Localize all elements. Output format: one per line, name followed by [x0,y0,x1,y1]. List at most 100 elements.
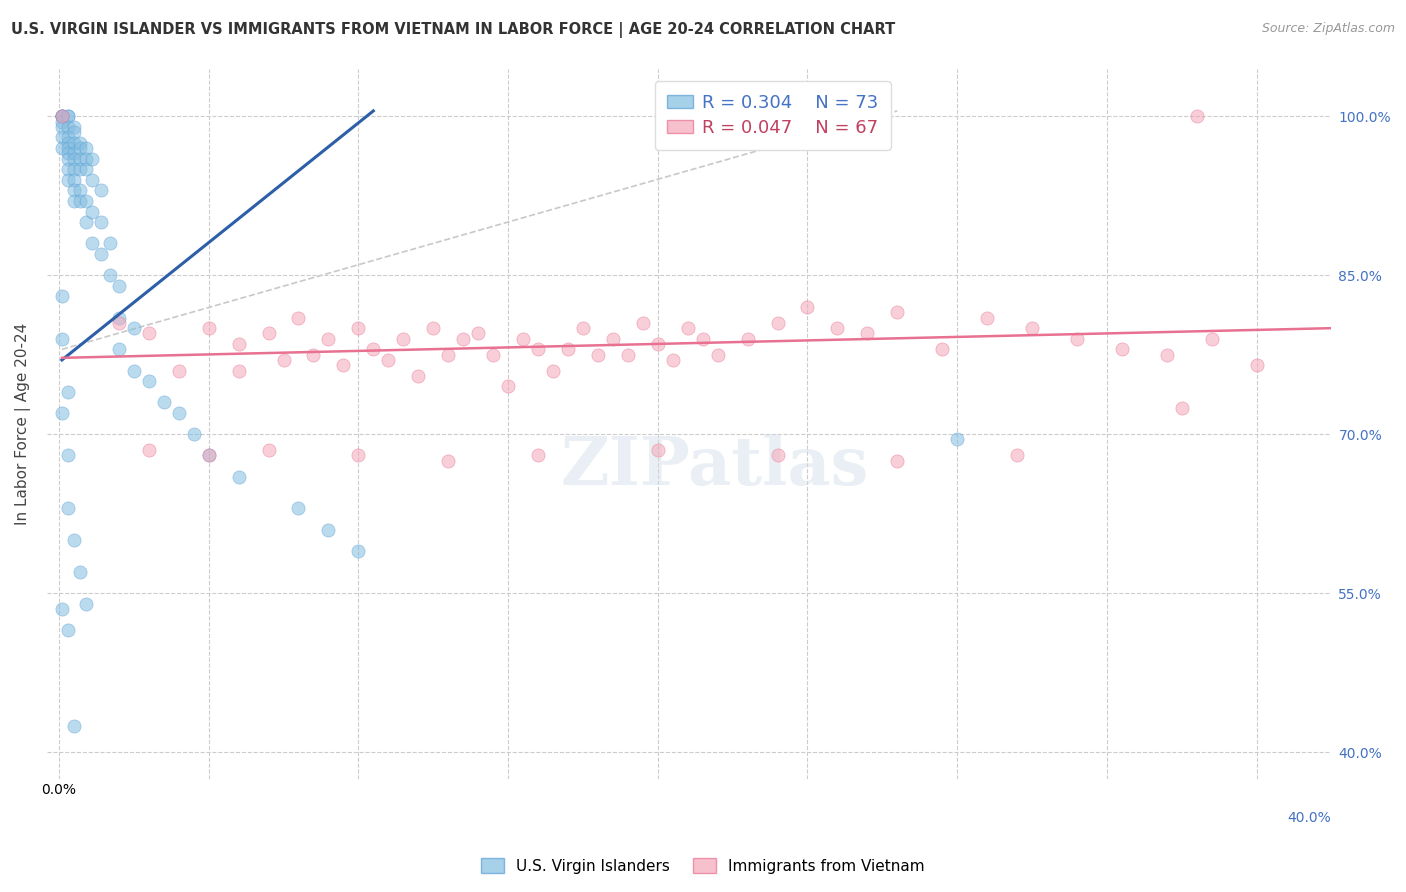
Point [75,194,97,208]
Point [377,353,399,368]
Text: 40.0%: 40.0% [1288,811,1331,824]
Point [287,501,309,516]
Point [1066,332,1088,346]
Point [75,162,97,177]
Point [63,136,86,150]
Point [56,136,79,150]
Point [51,130,73,145]
Point [69,194,91,208]
Point [1111,343,1133,357]
Point [437,453,460,467]
Point [228,469,250,483]
Point [946,433,969,447]
Point [197,321,219,335]
Point [56,120,79,134]
Point [706,348,728,362]
Point [90,215,112,229]
Text: U.S. VIRGIN ISLANDER VS IMMIGRANTS FROM VIETNAM IN LABOR FORCE | AGE 20-24 CORRE: U.S. VIRGIN ISLANDER VS IMMIGRANTS FROM … [11,22,896,38]
Point [437,348,460,362]
Point [766,316,789,330]
Point [886,305,908,319]
Point [347,448,370,462]
Point [766,448,789,462]
Point [228,337,250,351]
Point [75,215,97,229]
Point [647,443,669,458]
Point [138,443,160,458]
Point [63,183,86,197]
Point [51,602,73,616]
Point [257,326,280,341]
Point [51,109,73,123]
Point [51,109,73,123]
Point [1201,332,1223,346]
Point [138,374,160,388]
Point [80,236,103,251]
Point [56,109,79,123]
Point [108,316,131,330]
Point [318,332,340,346]
Point [75,152,97,166]
Point [273,353,295,368]
Point [90,247,112,261]
Point [886,453,908,467]
Point [56,501,79,516]
Point [586,348,609,362]
Point [69,565,91,579]
Point [63,146,86,161]
Point [527,343,550,357]
Point [63,173,86,187]
Point [63,718,86,732]
Point [451,332,474,346]
Y-axis label: In Labor Force | Age 20-24: In Labor Force | Age 20-24 [15,322,31,524]
Point [541,363,564,377]
Point [51,109,73,123]
Point [692,332,714,346]
Point [167,406,190,420]
Point [197,448,219,462]
Point [197,448,219,462]
Point [75,597,97,611]
Point [56,384,79,399]
Point [90,183,112,197]
Point [152,395,174,409]
Point [56,130,79,145]
Point [75,141,97,155]
Point [257,443,280,458]
Point [737,332,759,346]
Point [631,316,654,330]
Point [56,173,79,187]
Point [69,152,91,166]
Point [63,162,86,177]
Point [512,332,534,346]
Point [51,114,73,128]
Legend: R = 0.304    N = 73, R = 0.047    N = 67: R = 0.304 N = 73, R = 0.047 N = 67 [655,81,890,150]
Point [80,152,103,166]
Point [661,353,683,368]
Point [347,543,370,558]
Point [228,363,250,377]
Point [98,236,121,251]
Point [827,321,849,335]
Point [557,343,579,357]
Point [63,120,86,134]
Point [122,363,145,377]
Point [527,448,550,462]
Point [51,406,73,420]
Point [51,120,73,134]
Point [422,321,444,335]
Point [1185,109,1208,123]
Point [976,310,998,325]
Point [69,162,91,177]
Point [482,348,505,362]
Text: Source: ZipAtlas.com: Source: ZipAtlas.com [1261,22,1395,36]
Point [69,136,91,150]
Text: ZIPatlas: ZIPatlas [561,434,869,499]
Point [332,358,354,372]
Point [406,368,429,383]
Point [796,300,818,314]
Point [931,343,953,357]
Point [467,326,489,341]
Point [1021,321,1043,335]
Point [51,109,73,123]
